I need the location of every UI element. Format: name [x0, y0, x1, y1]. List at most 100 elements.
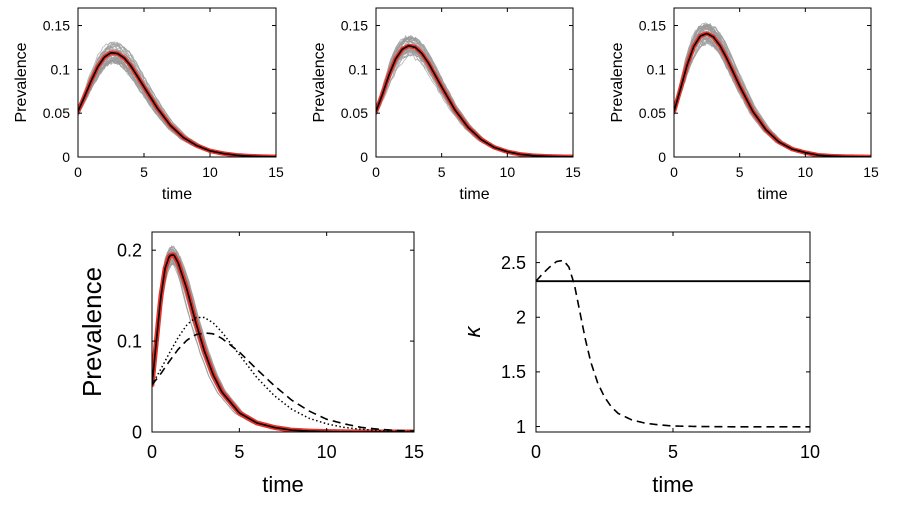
y-tick-label: 0.15 — [43, 17, 70, 33]
stochastic-trajectory — [78, 57, 276, 157]
stochastic-trajectory — [376, 36, 573, 157]
x-tick-label: 0 — [531, 442, 541, 462]
stochastic-trajectory — [152, 261, 414, 432]
y-tick-label: 0 — [62, 149, 70, 165]
stochastic-trajectory — [376, 44, 573, 157]
stochastic-trajectory — [152, 256, 414, 432]
stochastic-trajectory — [78, 56, 276, 157]
x-axis-label: time — [162, 186, 192, 203]
chart-panel-top-left: 0 5 10 15 0 0.05 0.1 0.15 time Prevalence — [13, 7, 284, 203]
mean-curve — [674, 32, 871, 157]
stochastic-trajectory — [376, 46, 573, 157]
dashed-curve — [152, 332, 414, 432]
stochastic-trajectory — [152, 256, 414, 432]
stochastic-trajectory — [152, 254, 414, 432]
dotted-curve — [152, 316, 414, 432]
stochastic-trajectory — [78, 51, 276, 157]
stochastic-trajectory — [152, 251, 414, 432]
stochastic-trajectory — [78, 60, 276, 157]
stochastic-trajectory — [376, 36, 573, 157]
stochastic-trajectory — [78, 57, 276, 157]
y-axis-label: Prevalence — [311, 42, 328, 122]
x-tick-label: 5 — [668, 442, 678, 462]
stochastic-trajectory — [152, 257, 414, 432]
stochastic-trajectory — [376, 45, 573, 157]
x-tick-label: 5 — [736, 164, 744, 180]
stochastic-trajectory — [376, 53, 573, 157]
plot-area — [376, 34, 573, 157]
stochastic-trajectory — [78, 60, 276, 157]
stochastic-trajectory — [152, 255, 414, 432]
mean-curve — [376, 45, 573, 157]
stochastic-trajectory — [152, 259, 414, 432]
chart-panel-bottom-right: 0 5 10 1 1.5 2 2.5 time κ — [460, 231, 820, 497]
stochastic-trajectory — [152, 246, 414, 432]
stochastic-trajectory — [152, 256, 414, 432]
x-axis-label: time — [459, 186, 489, 203]
y-tick-label: 0 — [658, 149, 666, 165]
stochastic-trajectory — [152, 250, 414, 432]
stochastic-trajectory — [376, 43, 573, 157]
y-axis-label: Prevalence — [77, 267, 107, 397]
stochastic-trajectory — [152, 249, 414, 432]
model-curve — [152, 252, 414, 432]
plot-area — [536, 259, 810, 428]
stochastic-trajectory — [152, 251, 414, 432]
y-tick-label: 0.1 — [647, 61, 667, 77]
y-tick-label: 2.5 — [501, 253, 526, 273]
stochastic-trajectory — [78, 59, 276, 157]
x-tick-label: 10 — [800, 442, 820, 462]
stochastic-trajectory — [78, 58, 276, 157]
stochastic-trajectory — [152, 245, 414, 432]
x-tick-label: 0 — [372, 164, 380, 180]
y-axis-label: Prevalence — [13, 42, 30, 122]
stochastic-trajectory — [376, 49, 573, 157]
y-tick-label: 0 — [360, 149, 368, 165]
stochastic-trajectory — [376, 47, 573, 157]
model-curve — [78, 50, 276, 157]
y-tick-label: 0 — [132, 422, 142, 442]
y-tick-label: 0.1 — [349, 61, 369, 77]
y-tick-label: 1 — [516, 417, 526, 437]
stochastic-trajectory — [152, 248, 414, 432]
x-axis-label: time — [652, 472, 694, 497]
x-tick-label: 10 — [500, 164, 516, 180]
y-tick-label: 0.05 — [639, 105, 666, 121]
stochastic-trajectory — [376, 44, 573, 157]
stochastic-trajectory — [152, 256, 414, 432]
stochastic-trajectory — [376, 51, 573, 157]
stochastic-trajectory — [152, 248, 414, 432]
stochastic-trajectory — [152, 256, 414, 432]
stochastic-trajectory — [376, 43, 573, 157]
stochastic-trajectory — [376, 47, 573, 157]
stochastic-trajectory — [376, 50, 573, 157]
stochastic-trajectory — [78, 59, 276, 157]
x-tick-label: 10 — [798, 164, 814, 180]
stochastic-trajectory — [78, 57, 276, 157]
stochastic-trajectory — [376, 49, 573, 157]
stochastic-trajectory — [674, 38, 871, 157]
x-axis-label: time — [262, 472, 304, 497]
stochastic-trajectory — [152, 257, 414, 432]
stochastic-trajectory — [152, 254, 414, 432]
x-tick-label: 10 — [317, 442, 337, 462]
stochastic-trajectory — [152, 251, 414, 432]
stochastic-trajectory — [78, 51, 276, 157]
x-tick-label: 5 — [234, 442, 244, 462]
stochastic-trajectory — [78, 58, 276, 157]
stochastic-trajectory — [376, 36, 573, 157]
stochastic-trajectory — [78, 55, 276, 157]
stochastic-trajectory — [376, 46, 573, 157]
stochastic-trajectory — [376, 37, 573, 157]
stochastic-trajectory — [78, 60, 276, 157]
stochastic-trajectory — [376, 50, 573, 157]
stochastic-trajectory — [376, 44, 573, 157]
stochastic-trajectory — [376, 38, 573, 157]
mean-curve — [152, 254, 414, 432]
stochastic-trajectory — [376, 36, 573, 157]
chart-panel-top-right: 0 5 10 15 0 0.05 0.1 0.15 time Prevalence — [609, 7, 879, 203]
stochastic-trajectory — [152, 245, 414, 432]
stochastic-trajectory — [78, 54, 276, 157]
stochastic-trajectory — [152, 252, 414, 432]
